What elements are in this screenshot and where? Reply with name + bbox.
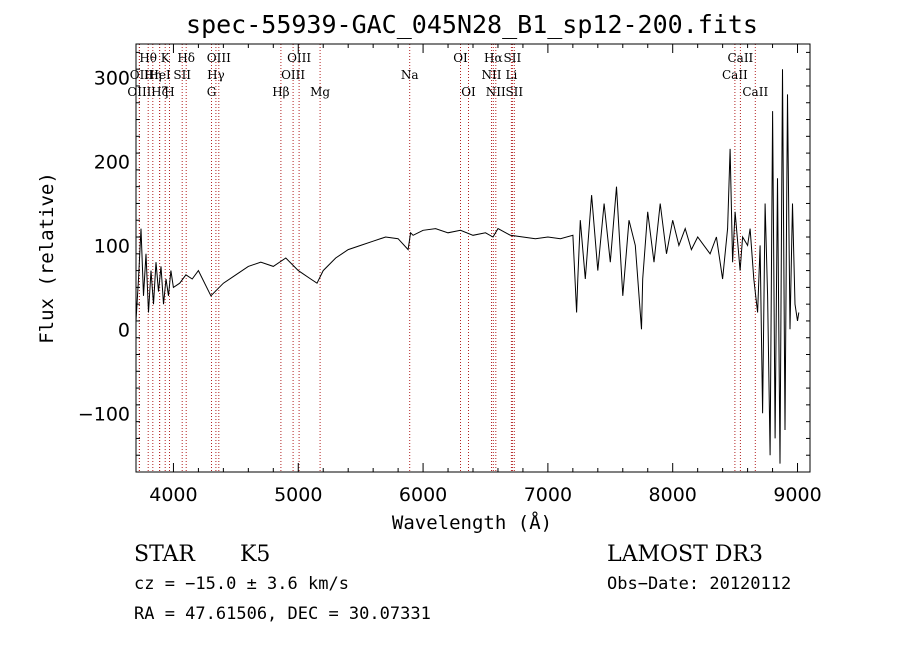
spectral-line-label: CaII bbox=[727, 51, 753, 65]
spectral-line-label: Hγ bbox=[207, 68, 225, 82]
spectral-line-label: Na bbox=[401, 68, 419, 82]
spectral-line-label: OI bbox=[461, 85, 476, 99]
spectral-line-label: G bbox=[207, 85, 217, 99]
y-tick-label: 200 bbox=[94, 151, 130, 173]
spectral-line-labels: Hθ OII OIII Hη Hζ K HeI H SII Hδ OIII Hγ G Hβ OIII OIII… bbox=[127, 51, 768, 99]
redshift-velocity: cz = −15.0 ± 3.6 km/s bbox=[134, 574, 349, 594]
x-tick-label: 4000 bbox=[149, 484, 197, 506]
spectral-line-label: SII bbox=[505, 85, 523, 99]
spectral-line-label: Hβ bbox=[272, 85, 289, 99]
spectral-line-label: H bbox=[164, 85, 174, 99]
object-class: STAR bbox=[134, 542, 196, 567]
spectral-line-label: OIII bbox=[207, 51, 231, 65]
spectral-line-label: CaII bbox=[742, 85, 768, 99]
spectral-line-label: HeI bbox=[148, 68, 171, 82]
spectral-line-label: NII bbox=[482, 68, 502, 82]
spectral-line-markers bbox=[138, 44, 756, 472]
spectral-line-label: OIII bbox=[287, 51, 311, 65]
x-tick-label: 5000 bbox=[274, 484, 322, 506]
spectral-line-label: OI bbox=[453, 51, 468, 65]
survey-name: LAMOST DR3 bbox=[607, 542, 763, 567]
plot-frame bbox=[135, 43, 811, 473]
x-tick-label: 7000 bbox=[524, 484, 572, 506]
spectral-line-label: K bbox=[161, 51, 171, 65]
spectral-line-label: Hθ bbox=[139, 51, 157, 65]
spectral-line-label: OIII bbox=[281, 68, 305, 82]
spectrum-series-line bbox=[135, 69, 800, 464]
chart-title: spec-55939-GAC_045N28_B1_sp12-200.fits bbox=[186, 10, 758, 39]
y-axis-label: Flux (relative) bbox=[36, 172, 58, 344]
coordinates: RA = 47.61506, DEC = 30.07331 bbox=[134, 604, 431, 624]
x-tick-label: 6000 bbox=[399, 484, 447, 506]
spectral-line-label: Mg bbox=[310, 85, 330, 99]
spectral-line-label: Hα bbox=[484, 51, 503, 65]
x-tick-label: 9000 bbox=[773, 484, 821, 506]
object-subclass: K5 bbox=[240, 542, 270, 567]
y-tick-label: 0 bbox=[118, 319, 130, 341]
y-tick-label: 300 bbox=[94, 68, 130, 90]
x-tick-label: 8000 bbox=[649, 484, 697, 506]
x-axis-label: Wavelength (Å) bbox=[392, 511, 552, 534]
observation-date: Obs−Date: 20120112 bbox=[607, 574, 791, 594]
spectral-line-label: Li bbox=[505, 68, 517, 82]
spectral-line-label: CaII bbox=[722, 68, 748, 82]
y-tick-label: −100 bbox=[78, 403, 130, 425]
spectral-line-label: SII bbox=[504, 51, 522, 65]
y-axis-ticks: −100 0 100 200 300 bbox=[78, 51, 810, 456]
spectral-line-label: OIII bbox=[127, 85, 151, 99]
spectral-line-label: Hη bbox=[144, 68, 162, 82]
spectral-line-label: NII bbox=[486, 85, 506, 99]
spectral-line-label: Hζ bbox=[151, 85, 168, 99]
spectral-line-label: OII bbox=[130, 68, 150, 82]
y-tick-label: 100 bbox=[94, 235, 130, 257]
x-axis-ticks: 4000 5000 6000 7000 8000 9000 bbox=[149, 44, 822, 506]
spectral-line-label: SII bbox=[173, 68, 191, 82]
spectral-line-label: Hδ bbox=[177, 51, 195, 65]
